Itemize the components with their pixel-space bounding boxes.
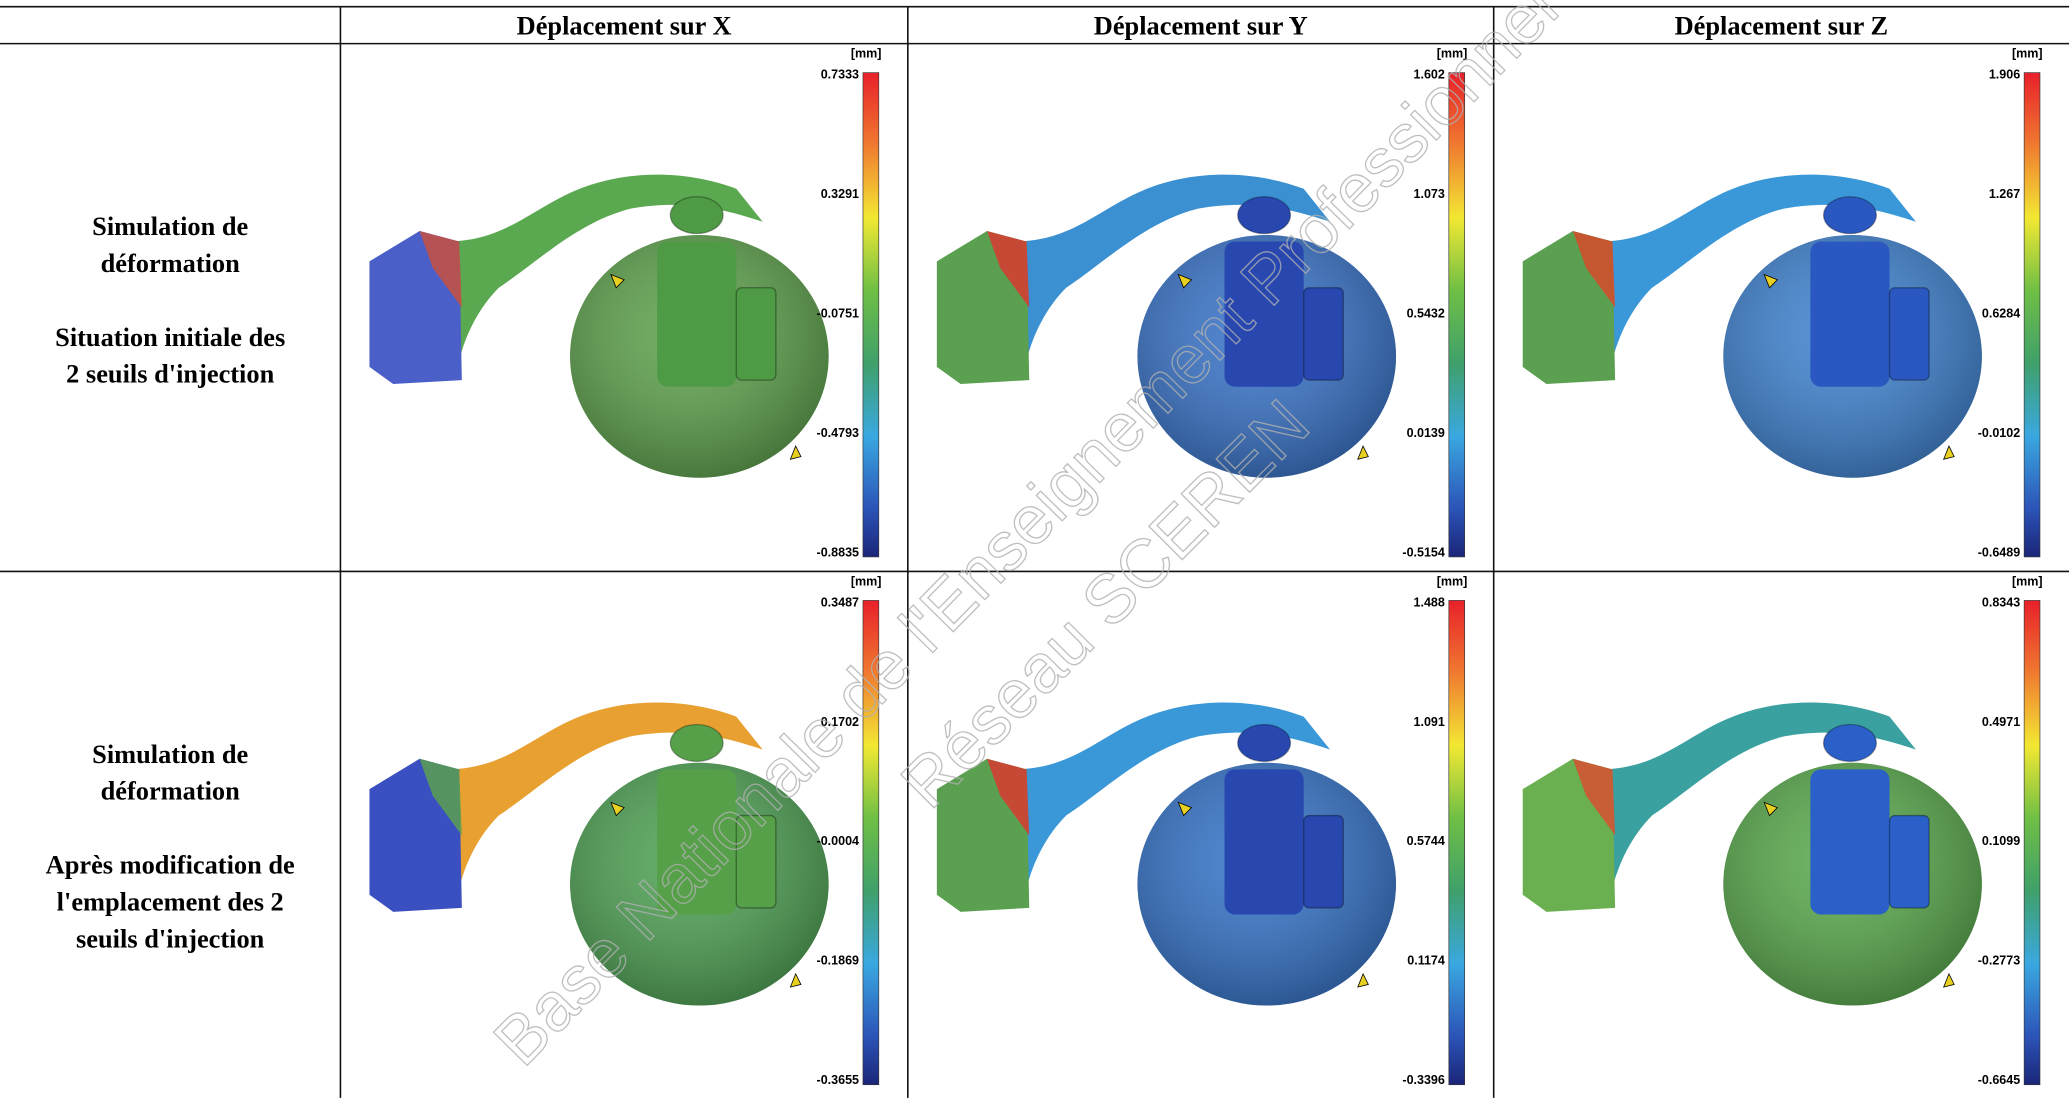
- color-bar: [863, 73, 879, 557]
- scale-label: 0.5744: [1407, 834, 1445, 848]
- column-header: Déplacement sur Z: [1675, 10, 1888, 40]
- scale-label: 0.1099: [1982, 834, 2020, 848]
- part-clip: [1304, 816, 1344, 908]
- gate-marker: [1358, 446, 1369, 459]
- part-boss-top: [670, 197, 723, 234]
- part-boss-top: [1238, 724, 1291, 761]
- scale-label: 1.906: [1989, 68, 2020, 82]
- unit-label: [mm]: [2012, 46, 2043, 60]
- part-clip: [736, 288, 776, 380]
- row-label: Après modification de: [46, 850, 295, 880]
- part-boss-top: [1824, 724, 1877, 761]
- scale-label: -0.2773: [1978, 954, 2020, 968]
- unit-label: [mm]: [851, 574, 882, 588]
- scale-label: 0.3487: [821, 595, 859, 609]
- gate-marker: [1358, 974, 1369, 987]
- scale-label: 0.4971: [1982, 715, 2020, 729]
- row-label: Situation initiale des: [55, 322, 285, 352]
- scale-label: 1.267: [1989, 187, 2020, 201]
- row-label: l'emplacement des 2: [57, 887, 284, 917]
- scale-label: 0.8343: [1982, 595, 2020, 609]
- row-label: seuils d'injection: [76, 923, 265, 953]
- column-header: Déplacement sur Y: [1094, 10, 1308, 40]
- row-label: déformation: [101, 248, 241, 278]
- gate-marker: [790, 974, 801, 987]
- scale-label: 0.1174: [1407, 954, 1445, 968]
- part-clip: [1890, 816, 1930, 908]
- page: Déplacement sur X Déplacement sur Y Déplac…: [0, 0, 2069, 1098]
- part-boss: [1810, 769, 1889, 914]
- row-label: Simulation de: [92, 211, 248, 241]
- gate-marker: [1944, 974, 1955, 987]
- part-boss-top: [1824, 197, 1877, 234]
- part-clip: [1304, 288, 1344, 380]
- scale-label: -0.3655: [817, 1073, 859, 1087]
- color-bar: [1449, 600, 1465, 1084]
- gate-marker: [790, 446, 801, 459]
- unit-label: [mm]: [1437, 574, 1468, 588]
- scale-label: -0.4793: [817, 426, 859, 440]
- part-boss: [1225, 769, 1304, 914]
- scale-label: 0.5432: [1407, 306, 1445, 320]
- watermark-text: Base Nationale de l'Enseignement Profess…: [479, 0, 1572, 1080]
- part-clip: [1890, 288, 1930, 380]
- scale-label: -0.1869: [817, 954, 859, 968]
- scale-label: 0.7333: [821, 68, 859, 82]
- gate-marker: [1944, 446, 1955, 459]
- scale-label: -0.0004: [817, 834, 859, 848]
- scale-label: -0.6645: [1978, 1073, 2020, 1087]
- scale-label: 0.0139: [1407, 426, 1445, 440]
- scale-label: -0.0102: [1978, 426, 2020, 440]
- unit-label: [mm]: [2012, 574, 2043, 588]
- simulation-image: [mm] 1.906 1.267 0.6284 -0.0102 -0.6489: [1523, 46, 2043, 559]
- scale-label: 1.091: [1414, 715, 1445, 729]
- scale-label: -0.3396: [1402, 1073, 1444, 1087]
- scale-label: 1.073: [1414, 187, 1445, 201]
- scale-label: 0.3291: [821, 187, 859, 201]
- color-bar: [2024, 600, 2040, 1084]
- row-label: Simulation de: [92, 739, 248, 769]
- color-bar: [2024, 73, 2040, 557]
- scale-label: -0.0751: [817, 306, 859, 320]
- simulation-image: [mm] 0.8343 0.4971 0.1099 -0.2773 -0.6645: [1523, 574, 2043, 1087]
- part-boss: [657, 242, 736, 387]
- scale-label: -0.8835: [817, 545, 859, 559]
- scale-label: 1.488: [1414, 595, 1445, 609]
- row-label: 2 seuils d'injection: [66, 359, 274, 389]
- watermark: Base Nationale de l'Enseignement Profess…: [479, 0, 1572, 1080]
- simulation-image: [mm] 0.7333 0.3291 -0.0751 -0.4793 -0.8835: [369, 46, 881, 559]
- unit-label: [mm]: [851, 46, 882, 60]
- scale-label: 0.6284: [1982, 306, 2020, 320]
- row-label: déformation: [101, 776, 241, 806]
- part-boss-top: [670, 724, 723, 761]
- part-boss: [1810, 242, 1889, 387]
- scale-label: -0.5154: [1402, 545, 1444, 559]
- column-header: Déplacement sur X: [517, 10, 732, 40]
- scale-label: -0.6489: [1978, 545, 2020, 559]
